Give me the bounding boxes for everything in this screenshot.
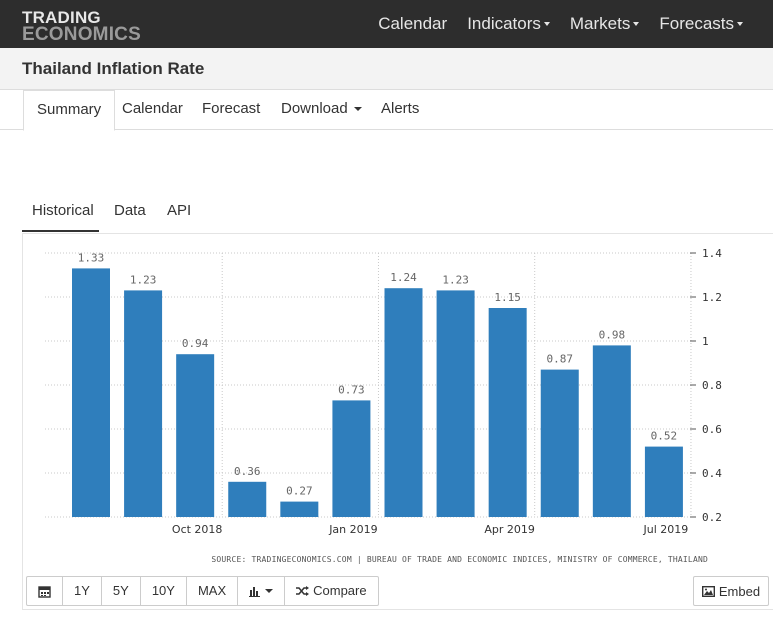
chart-panel [22, 233, 773, 610]
nav-menu: Calendar Indicators Markets Forecasts [358, 0, 743, 48]
chart-y-axis: 1.4 1.2 1 0.8 0.6 0.4 0.2 [690, 247, 722, 524]
tab-data[interactable]: Data [114, 202, 146, 219]
tab-historical[interactable]: Historical [22, 196, 99, 232]
chart-grid [45, 252, 692, 518]
tab-download[interactable]: Download [281, 90, 362, 130]
range-max-button[interactable]: MAX [185, 577, 237, 605]
brand-logo[interactable]: TRADING ECONOMICS [22, 8, 141, 45]
nav-calendar[interactable]: Calendar [378, 14, 447, 34]
bar-aug-2018[interactable] [72, 268, 110, 517]
tab-api[interactable]: API [167, 202, 192, 219]
bar-nov-2018[interactable] [228, 481, 267, 517]
page-title: Thailand Inflation Rate [22, 59, 205, 78]
y-tick-label: 0.6 [702, 423, 722, 436]
x-tick-label: Apr 2019 [484, 523, 535, 536]
nav-markets[interactable]: Markets [569, 14, 640, 34]
image-icon [701, 585, 715, 597]
x-tick-label: Oct 2018 [172, 523, 223, 536]
y-tick-label: 0.8 [702, 379, 722, 392]
bar-sep-2018[interactable] [124, 290, 163, 517]
bar-data-label: 0.52 [651, 430, 678, 443]
caret-down-icon [543, 22, 550, 26]
bar-data-label: 0.94 [182, 337, 209, 350]
main-tabs: Summary Calendar Forecast Download Alert… [0, 90, 773, 131]
tab-forecast[interactable]: Forecast [202, 100, 261, 117]
compare-button[interactable]: Compare [284, 577, 377, 605]
chart-bars [72, 268, 683, 517]
caret-down-icon [265, 589, 274, 593]
bar-mar-2019[interactable] [436, 290, 475, 517]
chart-sub-tabs: Historical Data API [22, 196, 773, 233]
bar-data-label: 1.23 [442, 273, 469, 286]
nav-forecasts-label: Forecasts [659, 14, 734, 33]
calendar-icon [38, 585, 51, 598]
calendar-button[interactable] [27, 577, 62, 605]
bar-jan-2019[interactable] [332, 400, 371, 517]
y-tick-label: 1.4 [702, 247, 722, 260]
bar-data-label: 1.24 [390, 271, 417, 284]
chart-data-labels: 1.33 1.23 0.94 0.36 0.27 0.73 1.24 1.23 1.15 0.87… [78, 251, 677, 497]
nav-indicators[interactable]: Indicators [467, 14, 550, 34]
bar-data-label: 1.33 [78, 251, 105, 264]
shuffle-icon [296, 586, 310, 596]
bar-apr-2019[interactable] [488, 308, 527, 517]
chart-source: SOURCE: TRADINGECONOMICS.COM | BUREAU OF… [211, 555, 708, 564]
tab-calendar[interactable]: Calendar [122, 100, 183, 117]
chart-x-axis: Oct 2018 Jan 2019 Apr 2019 Jul 2019 [172, 523, 688, 536]
y-tick-label: 1.2 [702, 291, 722, 304]
brand-line-2: ECONOMICS [22, 24, 141, 45]
top-navbar: TRADING ECONOMICS Calendar Indicators Ma… [0, 0, 773, 48]
bar-data-label: 0.87 [547, 353, 574, 366]
nav-forecasts[interactable]: Forecasts [659, 14, 743, 34]
nav-calendar-label: Calendar [378, 14, 448, 33]
range-10y-button[interactable]: 10Y [139, 577, 186, 605]
compare-label: Compare [313, 583, 367, 598]
caret-down-icon [353, 107, 362, 112]
bar-jun-2019[interactable] [592, 345, 631, 517]
nav-markets-label: Markets [569, 14, 631, 33]
range-5y-button[interactable]: 5Y [100, 577, 140, 605]
bar-dec-2018[interactable] [280, 501, 319, 517]
bar-data-label: 0.98 [599, 328, 626, 341]
chart-type-button[interactable] [237, 577, 284, 605]
bar-data-label: 0.27 [286, 485, 313, 498]
bar-oct-2018[interactable] [176, 354, 215, 517]
tab-download-label: Download [281, 100, 348, 117]
caret-down-icon [737, 22, 743, 26]
caret-down-icon [633, 22, 640, 26]
embed-button[interactable]: Embed [693, 576, 769, 606]
range-1y-button[interactable]: 1Y [62, 577, 101, 605]
nav-indicators-label: Indicators [467, 14, 541, 33]
bar-data-label: 1.15 [494, 291, 521, 304]
bar-data-label: 1.23 [130, 273, 157, 286]
brand-line-1: TRADING [22, 8, 101, 27]
tab-summary[interactable]: Summary [23, 90, 116, 131]
bar-jul-2019[interactable] [644, 446, 683, 517]
y-tick-label: 1 [702, 335, 709, 348]
bar-feb-2019[interactable] [384, 288, 423, 517]
bar-data-label: 0.73 [338, 383, 365, 396]
y-tick-label: 0.4 [702, 467, 722, 480]
bar-data-label: 0.36 [234, 465, 261, 478]
x-tick-label: Jan 2019 [328, 523, 377, 536]
embed-label: Embed [718, 583, 761, 599]
x-tick-label: Jul 2019 [643, 523, 689, 536]
title-bar: Thailand Inflation Rate [0, 48, 773, 90]
chart-toolbar: 1Y 5Y 10Y MAX Compare [26, 576, 379, 606]
bar-chart-icon [249, 587, 261, 597]
bar-may-2019[interactable] [540, 369, 579, 517]
y-tick-label: 0.2 [702, 511, 722, 524]
tab-alerts[interactable]: Alerts [381, 100, 420, 117]
